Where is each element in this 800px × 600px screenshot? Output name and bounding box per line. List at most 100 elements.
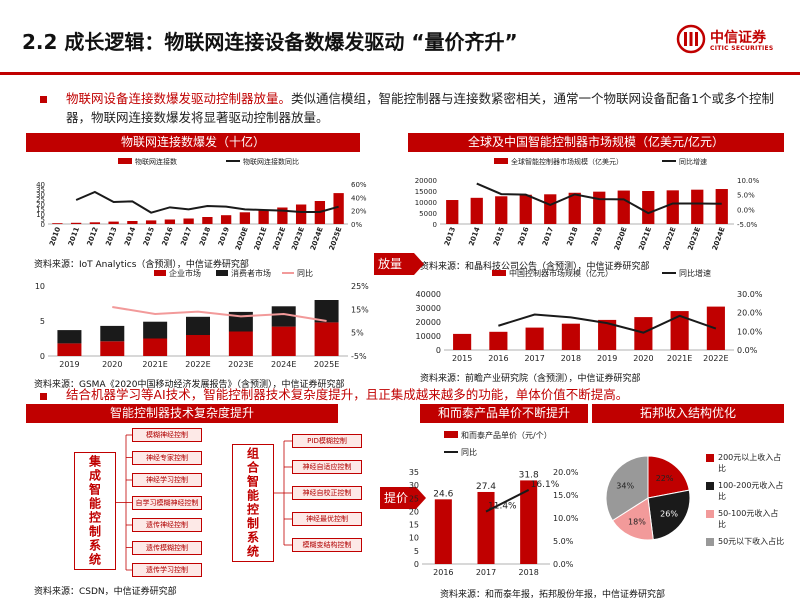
global-market-chart: 0 5000 10000 15000 20000 -5.0% 0.0% 5.0% 10.0% 20… xyxy=(415,157,760,252)
page-title: 2.2 成长逻辑：物联网连接设备数爆发驱动 “量价齐升” xyxy=(22,30,518,54)
bar xyxy=(89,222,101,224)
y-tick-label: 0 xyxy=(436,346,441,355)
y-tick-label: 20000 xyxy=(416,318,441,327)
bar xyxy=(186,335,210,356)
bar xyxy=(108,221,119,224)
x-tick-label: 2021E xyxy=(142,360,167,369)
x-tick-label: 2017 xyxy=(524,354,544,363)
bar xyxy=(314,322,339,356)
bar xyxy=(271,326,296,356)
x-tick-label: 2015 xyxy=(142,226,156,247)
y-tick-label: 10 xyxy=(35,282,45,291)
legend-swatch xyxy=(216,270,228,276)
pie-slice xyxy=(647,455,690,499)
x-tick-label: 2015 xyxy=(492,226,506,247)
intro-paragraph: 物联网设备连接数爆发驱动控制器放量。类似通信模组，智能控制器与连接数紧密相关，通… xyxy=(66,89,778,127)
legend-swatch xyxy=(444,431,458,438)
pie-value-label: 22% xyxy=(656,474,674,483)
x-tick-label: 2021E xyxy=(637,226,653,252)
y2-tick-label: 0.0% xyxy=(737,206,755,214)
y2-tick-label: 20% xyxy=(351,208,367,216)
legend-label: 同比增速 xyxy=(679,157,707,166)
revenue-panel-title: 拓邦收入结构优化 xyxy=(592,404,784,423)
legend-label: 企业市场 xyxy=(169,268,201,278)
legend-swatch xyxy=(706,482,714,490)
price-source: 资料来源：和而泰年报，拓邦股份年报，中信证券研究部 xyxy=(440,590,666,600)
legend-item: 50元以下收入占比 xyxy=(706,536,786,547)
bar xyxy=(70,222,82,224)
bar xyxy=(333,193,344,224)
x-tick-label: 2017 xyxy=(541,226,555,247)
y2-tick-label: 0% xyxy=(351,221,362,229)
legend-label: 50元以下收入占比 xyxy=(718,537,785,546)
y2-tick-label: 5.0% xyxy=(737,192,755,200)
logo-subtitle: CITIC SECURITIES xyxy=(710,45,774,52)
y2-tick-label: 10.0% xyxy=(737,327,763,336)
bar xyxy=(100,325,125,342)
tech-item-box: 遗传神经控制 xyxy=(132,518,202,532)
y2-tick-label: 40% xyxy=(351,194,367,202)
tech-item-box: 神经自适应控制 xyxy=(292,460,362,474)
y2-tick-label: 15% xyxy=(351,305,369,314)
csdn-source: 资料来源：CSDN，中信证券研究部 xyxy=(34,587,177,597)
bar xyxy=(642,191,655,224)
y-tick-label: 20000 xyxy=(415,177,437,185)
tech-item-box: 模糊神经控制 xyxy=(132,428,202,442)
x-tick-label: 2017 xyxy=(476,568,496,577)
x-tick-label: 2018 xyxy=(198,226,212,247)
y-tick-label: 5000 xyxy=(419,210,437,218)
bar xyxy=(127,221,138,224)
y2-tick-label: 0.0% xyxy=(737,346,758,355)
bar xyxy=(258,210,269,224)
tech-item-box: 神经学习控制 xyxy=(132,473,202,487)
y2-tick-label: 60% xyxy=(351,181,367,189)
y2-tick-label: 10.0% xyxy=(553,514,579,523)
tech-item-box: 模糊变结构控制 xyxy=(292,538,362,552)
y2-tick-label: 30.0% xyxy=(737,290,763,299)
x-tick-label: 2022E xyxy=(271,226,287,252)
y-tick-label: 30000 xyxy=(416,304,441,313)
bar xyxy=(183,218,194,224)
y2-tick-label: 15.0% xyxy=(553,491,579,500)
x-tick-label: 2016 xyxy=(516,226,530,247)
y-tick-label: 25 xyxy=(409,494,419,503)
bullet-icon xyxy=(40,96,47,103)
legend-swatch xyxy=(706,538,714,546)
x-tick-label: 2021E xyxy=(253,226,269,252)
line-series xyxy=(476,182,722,215)
intro-text: 类似通信模组，智能控制器与连接数紧密相关，通常一个物联网设备配备1个或多个控制器… xyxy=(66,91,774,125)
bar-data-label: 31.8 xyxy=(519,470,539,480)
y-tick-label: 20 xyxy=(409,507,419,516)
integrated-system-box: 集成智能控制系统 xyxy=(74,452,116,570)
logo-text: 中信证券 xyxy=(710,30,766,46)
bar xyxy=(57,343,82,356)
y2-tick-label: 5.0% xyxy=(553,537,574,546)
legend-label: 100-200元收入占比 xyxy=(718,481,784,501)
volume-arrow: 放量 xyxy=(374,253,424,275)
y-tick-label: 15 xyxy=(36,206,45,214)
price-panel-title: 和而泰产品单价不断提升 xyxy=(420,404,588,423)
global-source: 资料来源：和晶科技公司公告（含预测），中信证券研究部 xyxy=(420,262,650,272)
revenue-pie-chart: 22% 26% 18% 34% xyxy=(605,455,691,541)
x-tick-label: 2025E xyxy=(314,360,339,369)
legend-item: 200元以上收入占比 xyxy=(706,452,786,474)
china-market-chart: 0 10000 20000 30000 40000 0.0% 10.0% 20.0% 30.0%… xyxy=(416,268,763,363)
legend-label: 50-100元收入占比 xyxy=(718,509,779,529)
pie-value-label: 26% xyxy=(660,509,678,518)
bar xyxy=(495,196,508,224)
bar xyxy=(470,197,483,224)
price-arrow: 提价 xyxy=(380,487,426,509)
x-tick-label: 2024E xyxy=(309,226,325,252)
y2-tick-label: 20.0% xyxy=(553,468,579,477)
x-tick-label: 2017 xyxy=(179,226,193,247)
iot-source: 资料来源：IoT Analytics（含预测），中信证券研究部 xyxy=(34,260,249,270)
y-tick-label: 10000 xyxy=(416,332,441,341)
legend-swatch xyxy=(492,270,506,276)
pie-value-label: 34% xyxy=(616,481,634,490)
legend-swatch xyxy=(494,158,508,164)
section2-text: 结合机器学习等AI技术，智能控制器技术复杂度提升，且正集成越来越多的功能，单体价… xyxy=(66,387,629,402)
bar xyxy=(691,189,704,224)
legend-label: 同比 xyxy=(297,268,313,278)
x-tick-label: 2019 xyxy=(59,360,79,369)
y-tick-label: 30 xyxy=(36,191,45,199)
